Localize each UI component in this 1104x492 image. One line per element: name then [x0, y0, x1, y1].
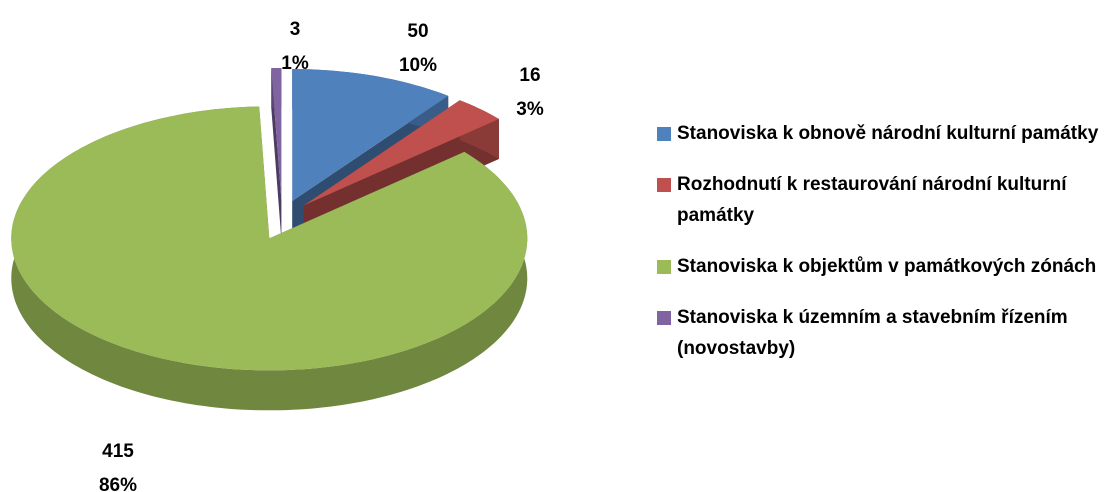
legend-swatch: [657, 260, 671, 274]
legend-swatch: [657, 127, 671, 141]
data-label: 16: [519, 65, 540, 86]
legend-entry: Rozhodnutí k restaurování národní kultur…: [655, 169, 1100, 231]
slice-top: [292, 69, 449, 201]
slice-top: [303, 100, 499, 206]
data-label: 50: [407, 21, 428, 42]
chart: 50 10% 16 3% 415 86% 3 1%: [11, 19, 544, 492]
slice: [271, 68, 282, 240]
legend-label: Rozhodnutí k restaurování národní kultur…: [677, 174, 1067, 226]
legend-label: Stanoviska k územním a stavebním řízením…: [677, 307, 1068, 359]
data-label: 415: [102, 441, 134, 462]
legend-entry: Stanoviska k obnově národní kulturní pam…: [655, 118, 1100, 149]
legend-swatch: [657, 311, 671, 325]
legend-swatch: [657, 178, 671, 192]
data-label-percent: 1%: [281, 53, 309, 74]
legend-entry: Stanoviska k objektům v památkových zóná…: [655, 251, 1100, 282]
slice-side: [271, 68, 282, 240]
slice: [11, 106, 528, 411]
legend-label: Stanoviska k objektům v památkových zóná…: [677, 256, 1097, 277]
slice-top: [11, 106, 528, 371]
legend: Stanoviska k obnově národní kulturní pam…: [655, 118, 1100, 384]
data-label-percent: 10%: [399, 55, 437, 76]
data-label: 3: [290, 19, 301, 40]
legend-label: Stanoviska k obnově národní kulturní pam…: [677, 123, 1099, 144]
data-label-percent: 86%: [99, 475, 137, 492]
slice-top: [271, 68, 282, 200]
legend-entry: Stanoviska k územním a stavebním řízením…: [655, 302, 1100, 364]
data-label-percent: 3%: [516, 99, 544, 120]
